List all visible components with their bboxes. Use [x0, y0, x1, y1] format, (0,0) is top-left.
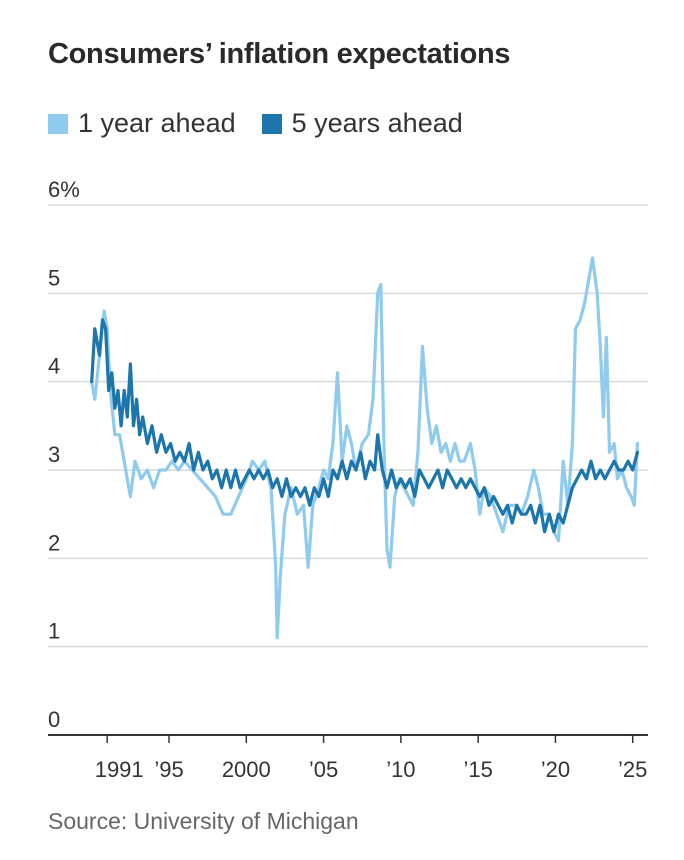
- legend-label-five-year: 5 years ahead: [291, 108, 463, 138]
- y-tick-label: 3: [48, 442, 60, 467]
- chart-title: Consumers’ inflation expectations: [48, 38, 511, 70]
- legend-item-five-year: 5 years ahead: [261, 108, 463, 139]
- y-tick-label: 6%: [48, 177, 80, 202]
- x-tick-label: ’20: [541, 757, 570, 782]
- y-tick-label: 4: [48, 354, 60, 379]
- x-tick-label: ’15: [463, 757, 492, 782]
- x-tick-label: 2000: [222, 757, 271, 782]
- y-tick-label: 5: [48, 265, 60, 290]
- legend-swatch-five-year: [261, 113, 282, 134]
- y-tick-label: 0: [48, 707, 60, 732]
- line-chart: 0 1 2 3 4 5 6% 1991 ’95 2000 ’05 ’10 ’15 ’20 ’25: [48, 177, 648, 782]
- chart-legend: 1 year ahead 5 years ahead: [48, 108, 489, 139]
- series-line-five-year: [90, 318, 639, 534]
- y-tick-label: 1: [48, 619, 60, 644]
- y-tick-label: 2: [48, 530, 60, 555]
- x-tick-label: ’25: [618, 757, 647, 782]
- legend-label-one-year: 1 year ahead: [78, 108, 236, 138]
- x-tick-label: 1991: [95, 757, 144, 782]
- source-note: Source: University of Michigan: [48, 808, 359, 834]
- legend-swatch-one-year: [48, 113, 68, 134]
- series-line-one-year: [90, 256, 639, 640]
- x-tick-label: ’95: [154, 757, 183, 782]
- legend-item-one-year: 1 year ahead: [48, 108, 236, 139]
- x-axis: 1991 ’95 2000 ’05 ’10 ’15 ’20 ’25: [48, 734, 648, 782]
- grid-lines: 0 1 2 3 4 5 6%: [48, 177, 648, 732]
- x-tick-label: ’05: [309, 757, 338, 782]
- x-tick-label: ’10: [386, 757, 415, 782]
- series-lines: [90, 256, 639, 640]
